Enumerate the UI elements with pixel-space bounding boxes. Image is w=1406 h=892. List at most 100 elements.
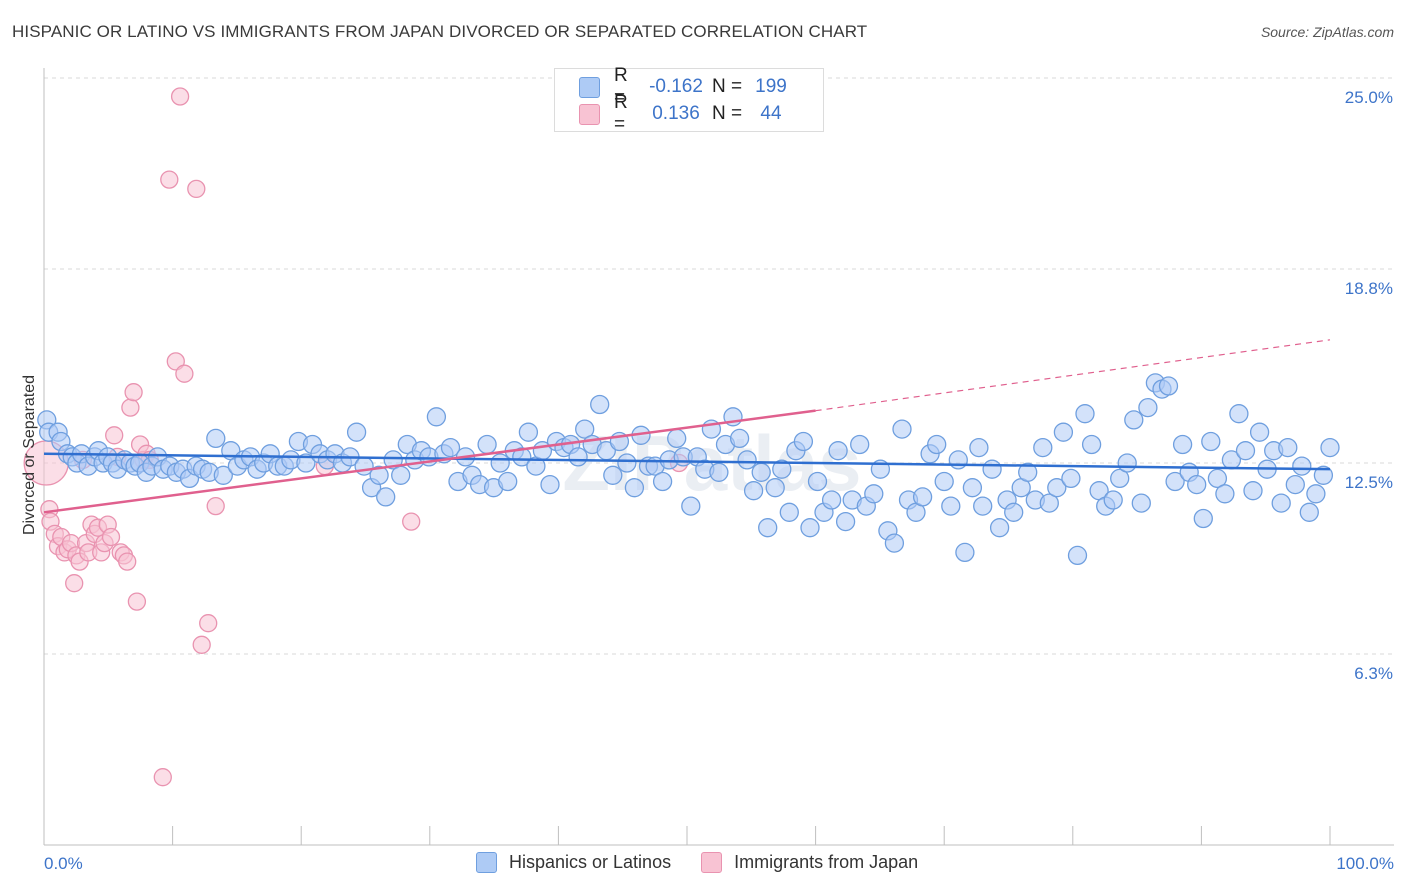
- legend-swatch-blue: [476, 852, 497, 873]
- data-point-hispanics: [1299, 502, 1319, 522]
- data-point-hispanics: [575, 419, 595, 439]
- data-point-hispanics: [440, 437, 461, 458]
- data-point-hispanics: [1201, 431, 1221, 452]
- legend-label-japan: Immigrants from Japan: [734, 852, 919, 872]
- trend-line-hispanics: [43, 452, 1331, 471]
- data-point-hispanics: [1320, 437, 1340, 458]
- data-point-hispanics: [737, 450, 757, 470]
- y-tick-labels: 6.3% 12.5% 18.8% 25.0%: [1345, 88, 1393, 683]
- data-point-hispanics: [624, 478, 645, 498]
- legend-n-label: N =: [712, 76, 743, 97]
- legend-r-label: R =: [614, 92, 628, 135]
- data-point-hispanics: [765, 478, 785, 498]
- data-point-japan: [118, 552, 137, 571]
- y-tick-label: 12.5%: [1345, 473, 1393, 492]
- data-point-japan: [160, 170, 179, 189]
- data-point-hispanics: [1110, 468, 1130, 489]
- data-point-hispanics: [518, 422, 539, 442]
- data-point-japan: [127, 592, 147, 611]
- data-point-hispanics: [1292, 456, 1312, 476]
- data-point-hispanics: [477, 434, 497, 455]
- data-point-hispanics: [1117, 453, 1137, 473]
- data-point-hispanics: [369, 465, 389, 485]
- data-point-hispanics: [1061, 468, 1081, 489]
- data-point-hispanics: [498, 471, 518, 492]
- data-point-hispanics: [927, 434, 947, 455]
- y-tick-label: 6.3%: [1354, 664, 1393, 683]
- data-point-hispanics: [892, 419, 912, 439]
- data-point-hispanics: [973, 496, 993, 516]
- data-point-japan: [206, 496, 225, 516]
- data-point-hispanics: [376, 487, 396, 507]
- data-point-hispanics: [1313, 465, 1334, 485]
- data-point-japan: [175, 364, 194, 383]
- data-point-hispanics: [1285, 474, 1305, 495]
- data-point-hispanics: [1193, 508, 1213, 529]
- data-point-japan: [121, 398, 140, 417]
- data-point-hispanics: [1039, 493, 1059, 513]
- data-point-hispanics: [751, 462, 771, 482]
- data-point-hispanics: [1158, 376, 1179, 396]
- data-point-japan: [199, 614, 218, 633]
- legend-swatch-pink: [701, 852, 723, 873]
- data-point-hispanics: [884, 533, 905, 553]
- data-point-japan: [402, 512, 421, 531]
- data-point-hispanics: [982, 459, 1002, 479]
- data-point-hispanics: [743, 481, 764, 501]
- data-point-hispanics: [772, 459, 792, 479]
- data-point-hispanics: [1103, 490, 1123, 510]
- data-point-hispanics: [864, 484, 884, 504]
- data-point-hispanics: [1124, 410, 1144, 430]
- data-point-hispanics: [1229, 404, 1249, 424]
- data-point-hispanics: [603, 465, 623, 485]
- data-point-hispanics: [969, 437, 989, 458]
- data-point-hispanics: [850, 434, 870, 455]
- data-point-hispanics: [383, 450, 403, 470]
- data-point-hispanics: [828, 441, 848, 461]
- data-point-japan: [124, 383, 143, 402]
- data-point-hispanics: [934, 471, 954, 492]
- legend-r-value: 0.136: [652, 103, 700, 124]
- data-point-hispanics: [1172, 434, 1193, 455]
- legend-item-hispanics: Hispanics or Latinos: [476, 852, 671, 873]
- data-point-hispanics: [1081, 434, 1102, 455]
- data-point-hispanics: [1165, 471, 1185, 492]
- data-point-hispanics: [1235, 441, 1256, 461]
- data-point-hispanics: [296, 453, 316, 473]
- data-point-hispanics: [1187, 474, 1207, 495]
- legend-item-japan: Immigrants from Japan: [701, 852, 918, 873]
- series-legend: Hispanics or Latinos Immigrants from Jap…: [476, 852, 948, 873]
- data-point-hispanics: [1138, 397, 1158, 418]
- data-point-hispanics: [1053, 422, 1074, 442]
- data-point-hispanics: [962, 478, 983, 498]
- data-point-hispanics: [512, 447, 532, 467]
- x-tick-label-min: 0.0%: [44, 854, 83, 873]
- legend-swatch-pink: [579, 103, 600, 125]
- data-point-hispanics: [729, 428, 750, 449]
- data-point-hispanics: [590, 394, 610, 415]
- data-point-hispanics: [779, 502, 799, 522]
- data-point-hispanics: [1249, 422, 1270, 442]
- data-point-hispanics: [807, 471, 828, 492]
- data-point-hispanics: [652, 471, 673, 492]
- data-point-hispanics: [681, 496, 701, 516]
- legend-swatch-blue: [579, 76, 600, 98]
- data-point-hispanics: [821, 490, 842, 510]
- data-point-japan: [65, 574, 84, 593]
- data-point-hispanics: [758, 518, 778, 538]
- data-point-hispanics: [540, 474, 560, 495]
- data-point-japan: [187, 179, 206, 199]
- data-point-japan: [105, 426, 124, 445]
- data-point-hispanics: [617, 453, 637, 473]
- data-point-hispanics: [667, 428, 687, 449]
- data-point-hispanics: [1004, 502, 1024, 522]
- data-point-hispanics: [835, 511, 856, 532]
- data-point-hispanics: [1067, 545, 1088, 566]
- data-point-japan: [101, 527, 121, 547]
- data-point-hispanics: [1075, 404, 1095, 424]
- data-point-hispanics: [800, 518, 820, 538]
- data-point-hispanics: [1131, 493, 1151, 513]
- chart-title: HISPANIC OR LATINO VS IMMIGRANTS FROM JA…: [12, 22, 868, 41]
- data-point-hispanics: [948, 450, 968, 470]
